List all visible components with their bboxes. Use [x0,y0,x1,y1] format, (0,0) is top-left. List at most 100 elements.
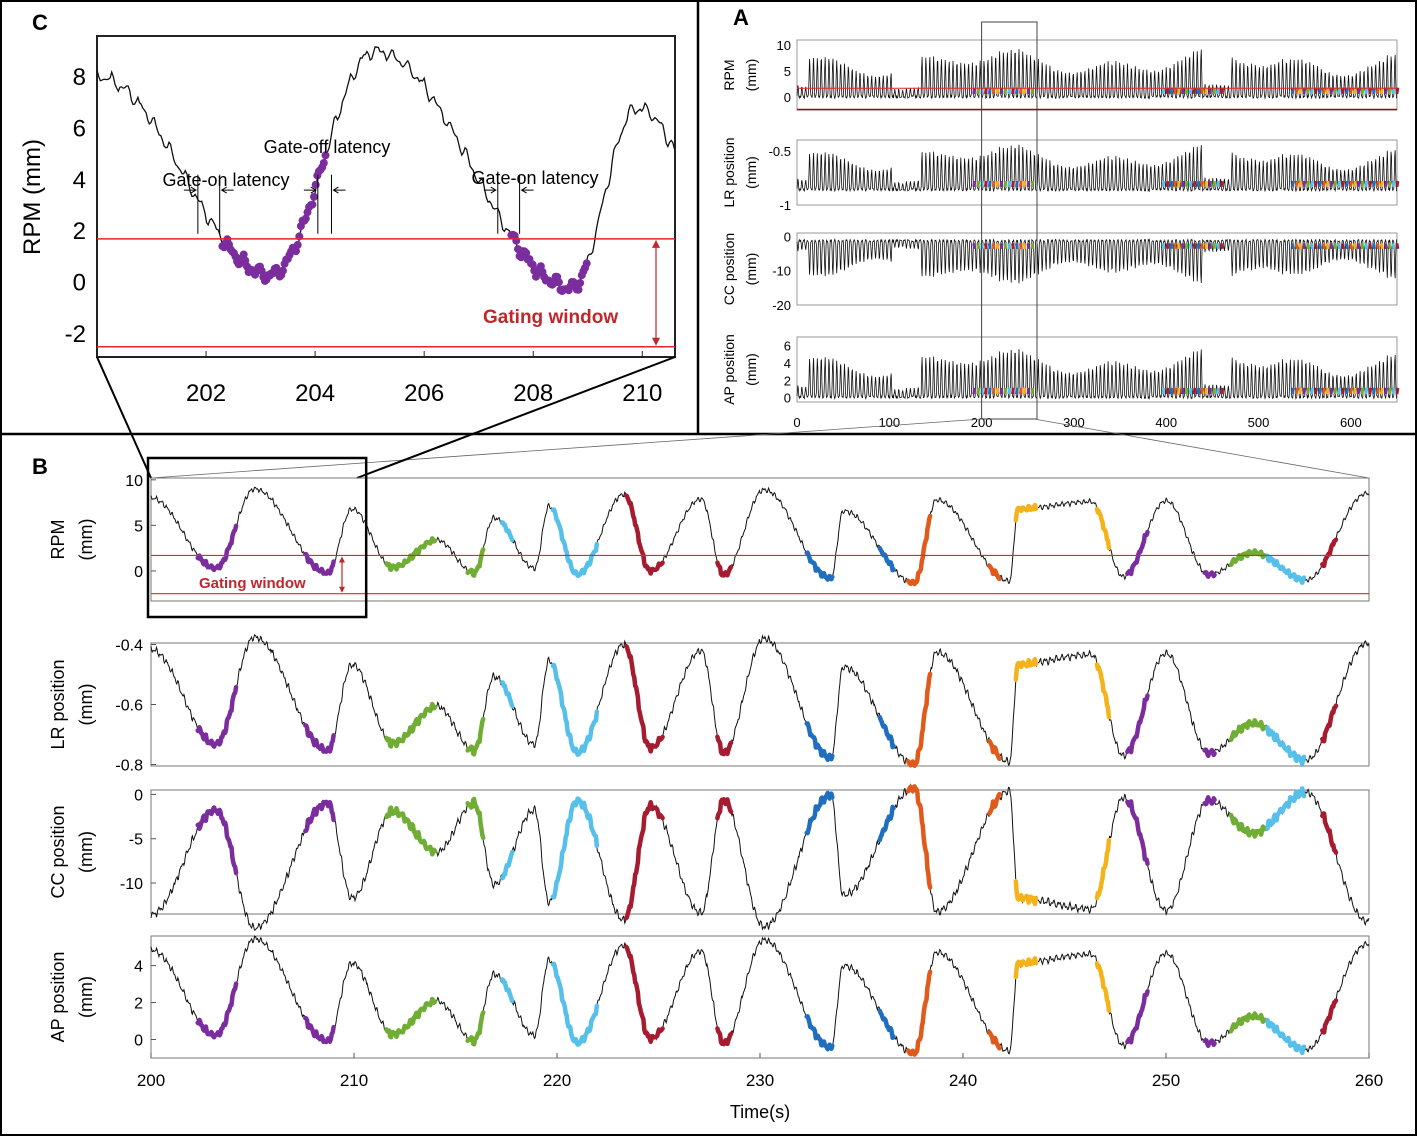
panel-b-rpm-ylabel-line1: RPM [48,520,68,560]
panel-a-subplot-0-gated-mark [1022,87,1027,95]
panel-a-subplot-2-gated-mark [1196,243,1201,250]
panel-a-subplot-0-gated-mark [1360,87,1365,95]
panel-b-rpm-gated-segment-17 [1265,553,1307,585]
panel-a-subplot-3-gated-mark [1294,387,1299,395]
panel-a-subplot-3-gated-mark [1290,387,1295,395]
panel-b-ap-ylabel-line2: (mm) [76,976,96,1018]
panel-a-subplot-0-gated-mark [976,87,981,95]
panel-a-subplot-3-gated-mark [1003,387,1008,395]
panel-a-subplot-0-gated-mark [995,87,1000,95]
panel-b-rpm-gated-segment-6 [623,493,665,576]
panel-a-subplot-0-gated-mark [1161,87,1166,95]
panel-a-subplot-0-gated-mark [1208,87,1212,95]
panel-a-subplot-2-gated-mark [1376,243,1380,250]
panel-a-subplot-2-gated-mark [1310,243,1315,250]
panel-c-ytick-label: 0 [73,270,86,297]
panel-b-ap-gated-segment-1 [303,1015,336,1045]
panel-a-subplot-2-gated-mark [1379,243,1384,250]
panel-a-xtick-label: 300 [1063,415,1085,430]
panel-b-ap-ytick-label: 2 [134,996,143,1013]
panel-a-subplot-2-gated-mark [1356,243,1361,250]
panel-a-subplot-1-gated-mark [1321,180,1326,188]
panel-a-subplot-1-gated-mark [1317,180,1322,188]
panel-b-rpm-gated-segment-11 [987,563,1002,582]
panel-a-subplot-0-gated-mark [1030,87,1035,95]
panel-a-subplot-3-gated-mark [1011,387,1015,395]
panel-a-subplot-3-gated-mark [1026,387,1031,395]
panel-b-gating-window-label: Gating window [199,575,306,592]
panel-a-subplot-3-gated-mark [1302,387,1307,395]
panel-c-gated-point-1 [512,236,521,245]
panel-b-ap-ytick-label: 0 [134,1033,143,1050]
panel-a-subplot-2-gated-mark [1007,243,1012,250]
panel-b-lr-gated-segment-18 [1320,703,1339,744]
panel-a-subplot-1-gated-mark [1306,180,1311,188]
panel-b-ap-gated-segment-14 [1125,989,1150,1045]
panel-c-annotation-1: Gate-on latency [162,170,289,190]
panel-a-subplot-3-gated-mark [1360,387,1365,395]
panel-b-ap-gated-segment-17 [1265,1017,1307,1056]
panel-c-gated-point-0 [321,151,330,160]
panel-a-subplot-3-gated-mark [1211,387,1216,395]
panel-a-subplot-3-gated-mark [1030,387,1035,395]
panel-a-subplot-3-gated-mark [1215,387,1220,395]
panel-a-subplot-2-gated-mark [1345,243,1349,250]
panel-a-subplot-0-gated-mark [1345,87,1349,95]
panel-a-subplot-3-gated-mark [1368,387,1373,395]
panel-c-latency-arrow-left-1 [303,186,317,194]
panel-a-subplot-3-gated-mark [1345,387,1349,395]
panel-b-cc-gated-segment-1 [303,799,336,834]
panel-a-subplot-3-gated-mark [1177,387,1181,395]
panel-b-ap-gated-segment-11 [987,1030,1002,1051]
panel-b-rpm-gated-segment-5 [550,507,600,579]
panel-a-subplot-3-gated-mark [1298,387,1303,395]
panel-c-zoomed-rpm: 202 204 206 208 210 8 6 4 2 0 -2 Gate-off latency Ga… [19,35,676,407]
panel-a-subplot-2-gated-mark [1177,243,1181,250]
panel-b-lr-gated-segment-16 [1228,718,1268,743]
panel-a-subplot-3-gated-mark [1184,387,1189,395]
panel-c-gating-window-label: Gating window [483,307,618,328]
panel-b-ap-gated-segment-16 [1228,1011,1268,1034]
panel-b-ap-gated-segment-7 [715,1026,734,1047]
panel-c-gated-point-1 [522,249,531,257]
panel-a-subplot-1-gated-mark [1014,180,1019,188]
panel-a-subplot-1-gated-mark [1169,180,1174,188]
panel-a-subplot-2-ylabel-line2: (mm) [743,253,759,286]
panel-c-latency-arrow-left-0 [183,186,197,194]
panel-b-cc-ytick-label: 0 [134,787,143,804]
panel-b-cc-ytick-label: -5 [129,832,143,849]
panel-b-lr-trace [150,634,1370,768]
panel-b-xtick-label: 220 [543,1071,571,1090]
panel-c-latency-arrow-right-0 [220,186,234,194]
panel-b-rpm-gated-segment-13 [1094,506,1112,551]
panel-a-subplot-3-gated-mark [1022,387,1027,395]
panel-b-ap-gated-segment-0 [195,981,239,1040]
panel-b-cc-gated-segment-16 [1228,812,1268,839]
panel-b-rpm-gated-segment-18 [1320,537,1339,569]
panel-a-subplot-2-gated-mark [1329,243,1334,250]
panel-b-gating-arrowhead-down [339,586,345,593]
panel-a-subplot-0-gated-mark [1026,87,1031,95]
panel-a-subplot-3-gated-mark [1348,387,1353,395]
zoom-line-a-right [1033,418,1370,479]
panel-b-lr-gated-segment-13 [1094,662,1112,720]
panel-b-cc-gated-segment-6 [623,799,665,921]
panel-b-cc-ylabel-line2: (mm) [76,831,96,873]
panel-a-subplot-1-gated-mark [1391,180,1396,188]
panel-a-subplot-2-gated-mark [1161,243,1166,250]
panel-a-xtick-label: 100 [878,415,900,430]
panel-b-cc-gated-segment-8 [804,790,835,836]
panel-a-subplot-2-gated-mark [1368,243,1373,250]
panel-a-subplot-2-gated-mark [1302,243,1307,250]
panel-a-subplot-3-gated-mark [1376,387,1380,395]
panel-b-ap-trace [150,935,1370,1057]
panel-a-subplot-2-gated-mark [1003,243,1008,250]
panel-b-ap-gated-segment-18 [1320,998,1339,1035]
panel-a-subplot-2-gated-mark [1352,243,1357,250]
panel-a-subplot-1-gated-mark [1011,180,1015,188]
panel-a-subplot-0-gated-mark [1014,87,1019,95]
panel-a-subplot-1-gated-mark [1165,180,1170,188]
zoom-line-c-left [96,356,152,479]
panel-b-cc-gated-segment-15 [1202,795,1217,807]
